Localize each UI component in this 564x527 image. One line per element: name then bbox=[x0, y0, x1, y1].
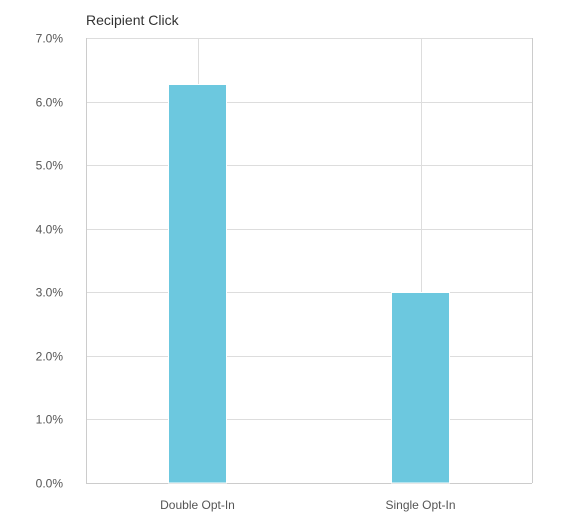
y-tick-label: 1.0% bbox=[36, 413, 64, 427]
y-tick-label: 0.0% bbox=[36, 477, 64, 491]
y-tick-label: 6.0% bbox=[36, 96, 64, 110]
grid-layer bbox=[86, 38, 533, 484]
y-tick-label: 2.0% bbox=[36, 350, 64, 364]
bars-layer bbox=[168, 83, 450, 484]
y-axis-ticks: 0.0% 1.0% 2.0% 3.0% 4.0% 5.0% 6.0% 7.0% bbox=[36, 32, 64, 491]
y-tick-label: 7.0% bbox=[36, 32, 64, 46]
y-tick-label: 4.0% bbox=[36, 223, 64, 237]
y-tick-label: 3.0% bbox=[36, 286, 64, 300]
x-tick-label: Double Opt-In bbox=[160, 498, 235, 512]
bar[interactable] bbox=[168, 83, 227, 484]
x-axis-labels: Double Opt-In Single Opt-In bbox=[160, 498, 455, 512]
y-tick-label: 5.0% bbox=[36, 159, 64, 173]
chart-title: Recipient Click bbox=[86, 12, 180, 28]
bar[interactable] bbox=[391, 291, 450, 484]
x-tick-label: Single Opt-In bbox=[385, 498, 455, 512]
